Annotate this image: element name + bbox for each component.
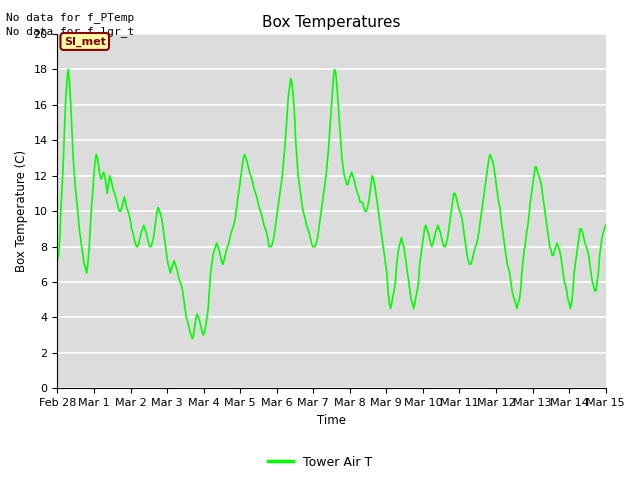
Y-axis label: Box Temperature (C): Box Temperature (C) [15, 150, 28, 272]
Text: No data for f_lgr_t: No data for f_lgr_t [6, 26, 134, 37]
X-axis label: Time: Time [317, 414, 346, 427]
Title: Box Temperatures: Box Temperatures [262, 15, 401, 30]
Legend: Tower Air T: Tower Air T [263, 451, 377, 474]
Text: No data for f_PTemp: No data for f_PTemp [6, 12, 134, 23]
Text: SI_met: SI_met [64, 36, 106, 47]
